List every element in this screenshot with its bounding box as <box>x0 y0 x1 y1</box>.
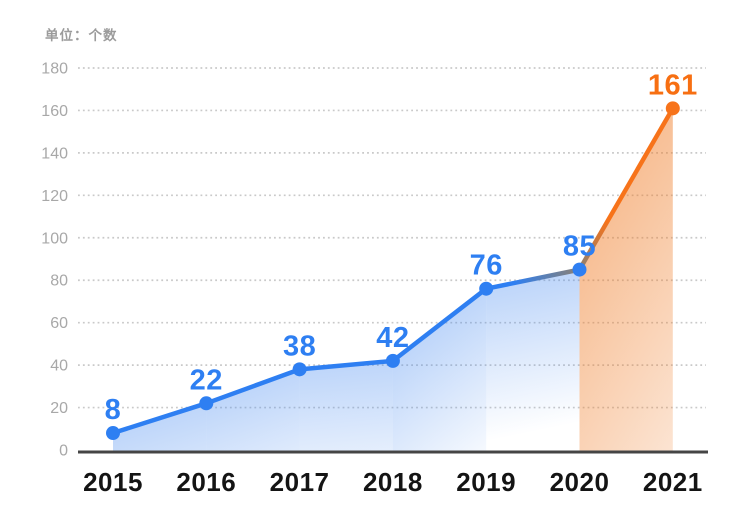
x-axis-label: 2016 <box>176 467 236 497</box>
data-point-label: 42 <box>376 322 409 354</box>
data-point-dot <box>292 362 307 377</box>
data-point-dot <box>106 426 120 441</box>
area-fill-segment <box>299 360 393 451</box>
x-axis-label: 2018 <box>363 467 423 497</box>
data-point-dot <box>199 396 214 411</box>
y-tick-label: 120 <box>41 188 68 205</box>
x-axis-label: 2021 <box>643 467 703 497</box>
data-point-dot <box>385 353 400 368</box>
data-point-label: 8 <box>105 394 122 426</box>
y-tick-label: 180 <box>41 61 68 78</box>
data-point-dot <box>572 262 587 277</box>
data-point-label: 85 <box>563 231 596 263</box>
area-fill-segment <box>206 369 300 451</box>
x-axis-label: 2020 <box>550 467 610 497</box>
y-tick-label: 80 <box>50 273 68 290</box>
area-fill-segment <box>579 108 673 452</box>
area-fill-segment <box>113 403 207 451</box>
data-point-label: 76 <box>470 250 503 282</box>
y-tick-label: 160 <box>41 103 68 120</box>
y-tick-label: 0 <box>59 443 68 460</box>
x-axis-label: 2015 <box>83 467 143 497</box>
x-axis-label: 2017 <box>270 467 330 497</box>
trend-line-transition <box>483 267 582 291</box>
y-tick-label: 20 <box>50 400 68 417</box>
area-fill-segment <box>392 288 487 451</box>
y-tick-label: 100 <box>41 230 68 247</box>
data-point-dot <box>665 101 680 116</box>
data-point-label: 22 <box>190 364 223 396</box>
trend-line-orange <box>577 106 676 272</box>
y-tick-label: 140 <box>41 145 68 162</box>
y-tick-label: 40 <box>50 358 68 375</box>
data-point-dot <box>479 281 494 296</box>
x-axis-label: 2019 <box>456 467 516 497</box>
unit-label: 单位：个数 <box>45 28 118 43</box>
area-fill-segment <box>486 269 580 451</box>
data-point-label: 161 <box>648 69 698 101</box>
y-tick-label: 60 <box>50 315 68 332</box>
data-point-label: 38 <box>283 330 316 362</box>
